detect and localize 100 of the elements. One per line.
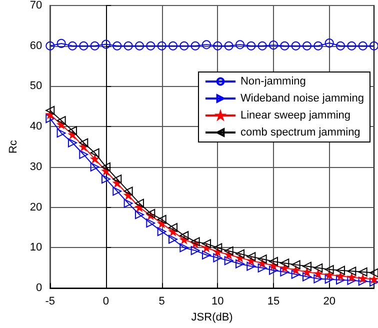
y-tick-label: 10: [30, 242, 42, 254]
point: [348, 273, 356, 282]
point: [56, 116, 66, 126]
point: [180, 243, 189, 252]
point: [46, 114, 55, 124]
point: [324, 38, 334, 48]
point: [291, 270, 300, 279]
point: [235, 259, 244, 268]
y-tick-label: 40: [30, 120, 42, 133]
point: [336, 266, 345, 275]
point: [134, 198, 144, 208]
point: [56, 38, 66, 48]
point: [168, 41, 178, 50]
legend-label: comb spectrum jamming: [240, 126, 360, 138]
x-tick-label: -5: [45, 296, 56, 308]
point: [101, 40, 110, 49]
y-tick-label: 70: [30, 0, 42, 12]
point: [358, 276, 368, 286]
point: [46, 41, 55, 50]
point: [324, 274, 334, 284]
point: [314, 263, 323, 272]
point: [336, 41, 345, 50]
point: [213, 253, 222, 262]
point: [157, 227, 166, 236]
point: [112, 174, 122, 184]
point: [235, 40, 244, 50]
point: [358, 274, 367, 282]
point: [68, 126, 77, 136]
point: [202, 40, 211, 50]
point: [302, 272, 312, 282]
point: [370, 278, 378, 287]
point: [168, 234, 178, 244]
y-tick-label: 60: [30, 40, 42, 52]
point: [134, 41, 144, 50]
point: [124, 41, 133, 50]
point: [190, 237, 200, 246]
point: [280, 41, 290, 50]
point: [370, 268, 378, 278]
point: [190, 246, 200, 256]
point: [347, 41, 356, 50]
point: [213, 41, 222, 50]
point: [302, 41, 312, 50]
point: [168, 223, 178, 232]
x-axis-title: JSR(dB): [191, 312, 233, 324]
x-tick-label: 5: [158, 296, 165, 308]
point: [79, 41, 88, 50]
point: [56, 128, 66, 138]
point: [224, 246, 234, 256]
point: [124, 198, 133, 208]
point: [325, 270, 334, 279]
point: [291, 41, 300, 50]
y-tick-label: 0: [36, 282, 42, 294]
point: [134, 210, 144, 220]
point: [190, 41, 200, 50]
point: [180, 41, 189, 50]
point: [157, 41, 166, 50]
point: [90, 148, 100, 158]
y-tick-label: 50: [30, 80, 42, 92]
point: [268, 256, 278, 266]
point: [347, 266, 356, 276]
legend-label: Wideband noise jamming: [240, 92, 364, 104]
point: [101, 174, 110, 184]
point: [146, 208, 156, 218]
y-tick-label: 30: [30, 160, 42, 173]
x-tick-label: 20: [323, 296, 336, 308]
x-tick-label: 15: [267, 296, 280, 308]
point: [180, 231, 189, 240]
point: [79, 150, 88, 159]
point: [213, 243, 222, 252]
point: [79, 138, 88, 148]
point: [236, 254, 244, 262]
point: [258, 41, 267, 50]
point: [202, 239, 211, 248]
point: [90, 162, 100, 172]
point: [370, 275, 378, 284]
point: [324, 265, 334, 274]
point: [314, 270, 322, 278]
legend-label: Linear sweep jamming: [240, 110, 351, 122]
point: [314, 41, 323, 50]
point: [90, 41, 100, 50]
point: [224, 256, 234, 266]
point: [258, 254, 267, 264]
point: [246, 41, 256, 50]
legend-label: Non-jamming: [240, 76, 306, 88]
point: [268, 266, 278, 275]
point: [358, 267, 368, 276]
point: [280, 264, 289, 272]
point: [302, 262, 312, 271]
point: [269, 40, 278, 50]
point: [258, 263, 267, 272]
point: [246, 252, 256, 262]
point: [224, 41, 234, 50]
point: [370, 41, 378, 50]
point: [68, 138, 77, 148]
point: [202, 250, 211, 260]
point: [101, 162, 110, 172]
point: [90, 154, 99, 163]
point: [112, 41, 122, 50]
point: [336, 272, 344, 280]
point: [280, 258, 290, 268]
